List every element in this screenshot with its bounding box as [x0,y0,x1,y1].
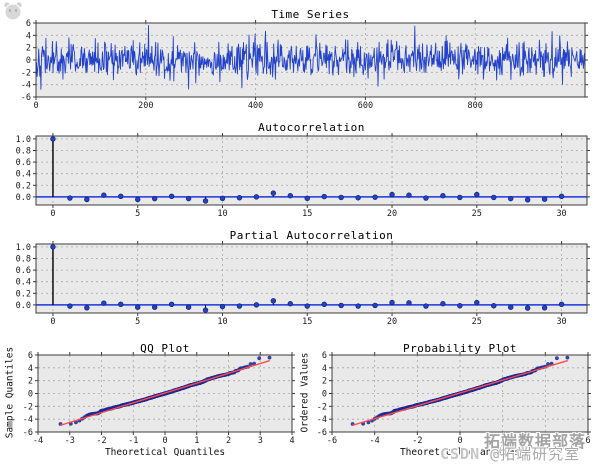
svg-text:-6: -6 [23,428,33,438]
svg-text:15: 15 [302,317,312,327]
svg-text:0.0: 0.0 [16,301,31,311]
svg-text:-2: -2 [21,68,31,78]
svg-text:0.2: 0.2 [16,289,31,299]
svg-text:0: 0 [162,436,167,446]
svg-text:6: 6 [28,351,33,361]
svg-text:-6: -6 [327,436,337,446]
svg-text:25: 25 [472,209,482,219]
svg-text:2: 2 [322,377,327,387]
svg-text:0.4: 0.4 [16,278,31,288]
probability-ylabel: Ordered Values [299,352,311,433]
svg-text:4: 4 [289,436,294,446]
svg-text:-3: -3 [65,436,75,446]
time-series-title: Time Series [271,8,350,21]
svg-text:25: 25 [472,317,482,327]
svg-text:400: 400 [248,101,263,111]
svg-text:2: 2 [26,44,31,54]
svg-text:2: 2 [28,377,33,387]
svg-text:0: 0 [33,101,38,111]
svg-text:4: 4 [26,31,31,41]
autocorrelation-title: Autocorrelation [258,121,365,134]
watermark-handle: @拓端研究室 [490,445,581,463]
svg-text:200: 200 [138,101,153,111]
svg-text:20: 20 [387,209,397,219]
svg-text:-6: -6 [21,93,31,103]
svg-text:0: 0 [28,390,33,400]
svg-text:0: 0 [26,56,31,66]
svg-text:-4: -4 [21,81,31,91]
svg-text:2: 2 [226,436,231,446]
svg-text:0.8: 0.8 [16,146,31,156]
svg-text:5: 5 [135,317,140,327]
svg-text:30: 30 [556,209,566,219]
svg-text:0.8: 0.8 [16,254,31,264]
qq-plot-title: QQ Plot [140,342,190,355]
svg-text:10: 10 [217,209,227,219]
svg-text:10: 10 [217,317,227,327]
watermark-brand: CSDN [440,445,481,463]
svg-text:30: 30 [556,317,566,327]
qq-ylabel: Sample Quantiles [4,346,16,439]
svg-text:1: 1 [194,436,199,446]
svg-text:-4: -4 [23,415,33,425]
svg-text:0.6: 0.6 [16,266,31,276]
svg-text:-2: -2 [317,402,327,412]
svg-text:0.6: 0.6 [16,158,31,168]
svg-text:0.2: 0.2 [16,181,31,191]
svg-text:6: 6 [322,351,327,361]
watermark-line2: CSDN @拓端研究室 [440,443,580,464]
svg-text:0: 0 [50,317,55,327]
svg-text:0: 0 [322,390,327,400]
svg-text:6: 6 [585,436,590,446]
svg-text:0.4: 0.4 [16,170,31,180]
svg-text:-2: -2 [23,402,33,412]
svg-text:-2: -2 [96,436,106,446]
svg-text:800: 800 [468,101,483,111]
probability-xlabel: Theoretical quantiles [399,447,521,458]
svg-text:0: 0 [50,209,55,219]
svg-text:600: 600 [358,101,373,111]
svg-text:4: 4 [543,436,548,446]
svg-text:4: 4 [28,364,33,374]
svg-text:3: 3 [258,436,263,446]
svg-text:20: 20 [387,317,397,327]
qq-xlabel: Theoretical Quantiles [104,447,226,458]
svg-text:0.0: 0.0 [16,193,31,203]
svg-text:-4: -4 [370,436,380,446]
partial-autocorrelation-title: Partial Autocorrelation [229,229,394,242]
watermark-line1: 拓端数据部落 [484,432,587,451]
svg-text:15: 15 [302,209,312,219]
probability-plot-title: Probability Plot [403,342,517,355]
svg-text:2: 2 [500,436,505,446]
svg-text:-4: -4 [33,436,43,446]
svg-text:6: 6 [26,19,31,29]
svg-text:5: 5 [135,209,140,219]
svg-text:-2: -2 [412,436,422,446]
paw-logo-icon [3,1,23,21]
svg-text:4: 4 [322,364,327,374]
svg-text:1.0: 1.0 [16,243,31,253]
svg-text:1.0: 1.0 [16,135,31,145]
svg-text:-4: -4 [317,415,327,425]
svg-text:-1: -1 [128,436,138,446]
svg-text:-6: -6 [317,428,327,438]
svg-text:0: 0 [457,436,462,446]
